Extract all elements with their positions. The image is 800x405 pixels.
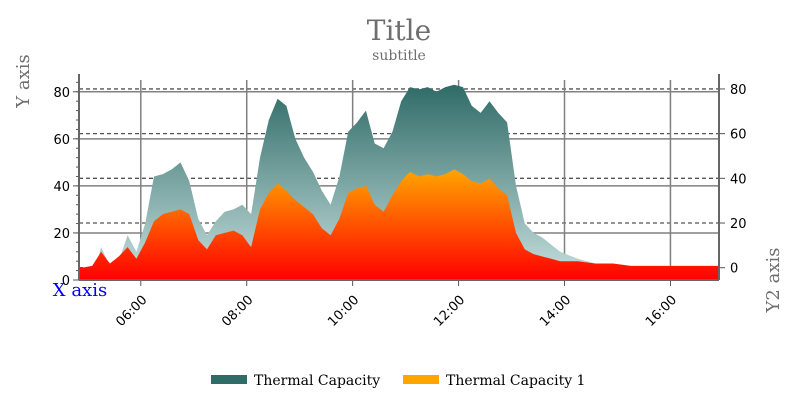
y-tick-label: 40: [53, 180, 70, 195]
x-tick-label: 14:00: [537, 293, 574, 330]
series-thermal-capacity-1-area: [79, 169, 719, 280]
y-tick-label: 60: [53, 133, 70, 148]
y2-axis-label: Y2 axis: [763, 248, 784, 314]
legend-label: Thermal Capacity 1: [446, 373, 585, 389]
axes: 0 20 40 60 80 0 20 40 60 80 06:00 08:00 10:00 12:00 14…: [53, 74, 747, 330]
x-tick-label: 08:00: [219, 293, 256, 330]
legend-swatch: [403, 375, 439, 384]
x-tick-label: 10:00: [325, 293, 362, 330]
y-axis-label: Y axis: [13, 54, 34, 108]
x-tick-label: 06:00: [113, 293, 150, 330]
legend-label: Thermal Capacity: [254, 373, 380, 389]
y-tick-label: 20: [53, 227, 70, 242]
y-tick-label: 0: [62, 274, 70, 289]
legend-swatch: [211, 375, 247, 384]
y2-tick-label: 20: [730, 217, 747, 232]
y-tick-label: 80: [53, 86, 70, 101]
x-tick-label: 16:00: [643, 293, 680, 330]
chart-title: Title: [367, 14, 431, 47]
x-tick-label: 12:00: [431, 293, 468, 330]
series-areas: [79, 84, 719, 280]
legend: Thermal Capacity Thermal Capacity 1: [211, 373, 585, 389]
y2-tick-label: 80: [730, 83, 747, 98]
x-axis-label: X axis: [53, 280, 107, 301]
series-thermal-capacity-area: [79, 84, 719, 280]
y2-tick-label: 40: [730, 172, 747, 187]
chart-subtitle: subtitle: [372, 48, 426, 64]
y2-tick-label: 60: [730, 128, 747, 143]
y2-tick-label: 0: [730, 262, 738, 277]
